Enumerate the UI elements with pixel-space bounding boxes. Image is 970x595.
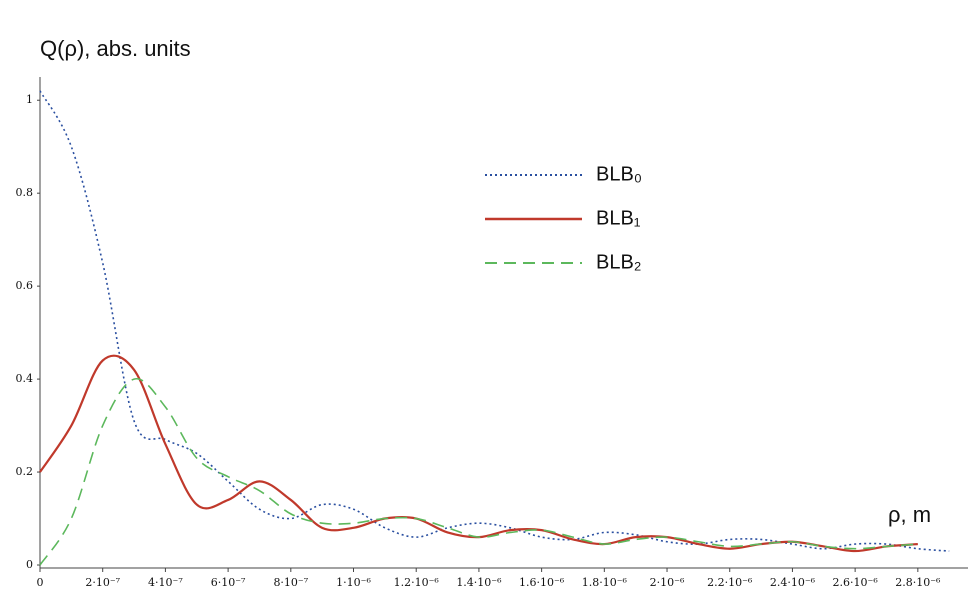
x-tick-label: 2.4·10⁻⁶ <box>770 576 816 589</box>
x-tick-label: 1.6·10⁻⁶ <box>519 576 565 589</box>
x-tick-label: 6·10⁻⁷ <box>211 576 246 589</box>
legend-label: BLB₀ <box>596 163 642 185</box>
y-tick-label: 0.2 <box>16 465 34 478</box>
y-tick-label: 0.4 <box>16 372 34 385</box>
x-tick-label: 2·10⁻⁶ <box>650 576 685 589</box>
data-line <box>39 90 950 552</box>
y-tick-label: 0.6 <box>16 279 34 292</box>
legend-label: BLB₂ <box>596 251 642 273</box>
x-tick-label: 1.2·10⁻⁶ <box>394 576 440 589</box>
x-tick-label: 1.4·10⁻⁶ <box>456 576 502 589</box>
y-tick-label: 0 <box>26 558 33 571</box>
x-tick-label: 2.2·10⁻⁶ <box>707 576 753 589</box>
x-tick-label: 2.6·10⁻⁶ <box>833 576 879 589</box>
x-tick-label: 1·10⁻⁶ <box>336 576 371 589</box>
x-tick-label: 1.8·10⁻⁶ <box>582 576 628 589</box>
chart-title: Q(ρ), abs. units <box>40 36 191 61</box>
x-tick-label: 2.8·10⁻⁶ <box>895 576 941 589</box>
x-tick-label: 4·10⁻⁷ <box>148 576 183 589</box>
y-tick-label: 0.8 <box>16 186 34 199</box>
x-tick-label: 0 <box>37 576 44 589</box>
x-axis-label: ρ, m <box>888 502 931 527</box>
data-line <box>39 354 918 553</box>
x-tick-label: 8·10⁻⁷ <box>273 576 308 589</box>
data-line <box>39 378 918 566</box>
x-tick-label: 2·10⁻⁷ <box>85 576 120 589</box>
y-tick-label: 1 <box>26 93 33 106</box>
legend-label: BLB₁ <box>596 207 641 229</box>
